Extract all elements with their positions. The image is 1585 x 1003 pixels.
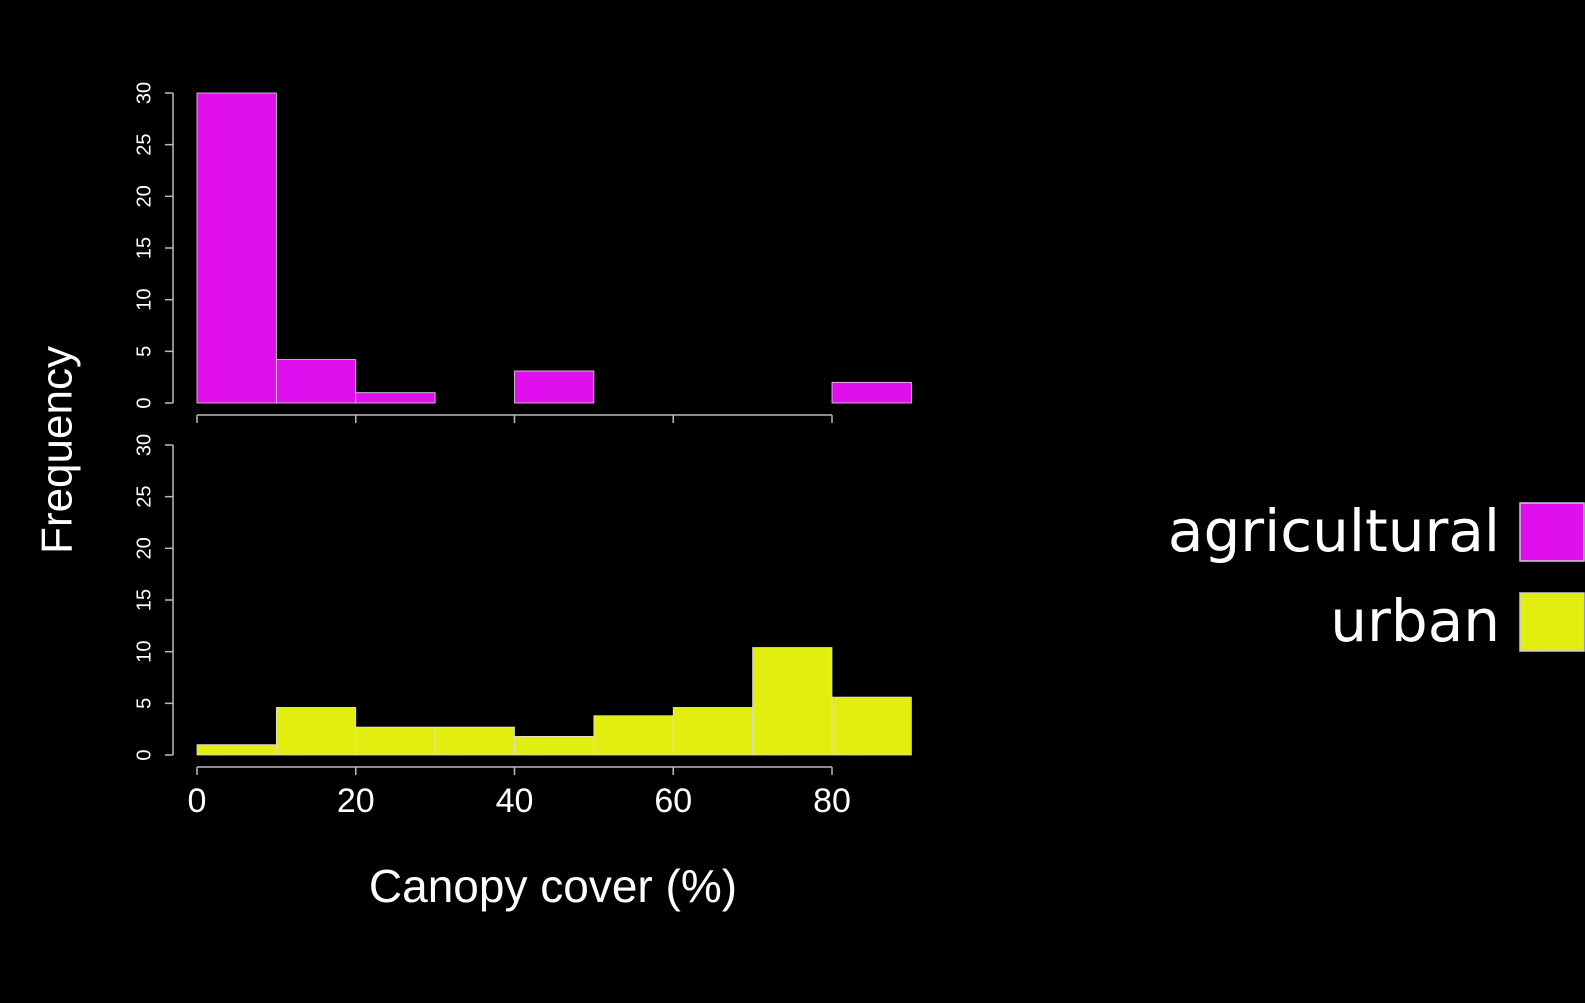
x-tick-label: 60 (654, 782, 692, 820)
bar (593, 715, 674, 756)
bar (752, 647, 833, 756)
bar (196, 744, 277, 756)
y-tick-label: 10 (133, 289, 155, 311)
bar (275, 359, 357, 404)
bar (831, 381, 912, 404)
bar (514, 370, 595, 404)
bar (672, 707, 754, 756)
y-tick-label: 5 (133, 346, 155, 357)
y-tick-label: 25 (133, 134, 155, 156)
y-tick-label: 15 (133, 589, 155, 611)
y-tick-label: 20 (133, 185, 155, 207)
y-tick-label: 30 (133, 434, 155, 456)
legend-swatch (1519, 502, 1585, 562)
y-tick-label: 0 (133, 749, 155, 760)
bar (196, 92, 277, 404)
y-tick-label: 10 (133, 641, 155, 663)
y-tick-label: 30 (133, 82, 155, 104)
y-axis-label: Frequency (33, 346, 82, 554)
bar (275, 707, 357, 756)
bar (434, 726, 515, 756)
x-tick-label: 20 (337, 782, 375, 820)
bar (355, 392, 436, 404)
y-tick-label: 20 (133, 537, 155, 559)
y-tick-label: 0 (133, 397, 155, 408)
bar (831, 696, 912, 756)
x-tick-label: 80 (813, 782, 851, 820)
x-tick-label: 40 (496, 782, 534, 820)
y-tick-label: 5 (133, 698, 155, 709)
y-tick-label: 25 (133, 486, 155, 508)
x-axis-label: Canopy cover (%) (369, 860, 737, 912)
bar (514, 736, 595, 756)
legend-label: urban (1330, 587, 1500, 655)
legend-label: agricultural (1168, 497, 1500, 565)
bar (355, 726, 436, 756)
legend-swatch (1519, 592, 1585, 652)
x-tick-label: 0 (188, 782, 207, 820)
y-tick-label: 15 (133, 237, 155, 259)
